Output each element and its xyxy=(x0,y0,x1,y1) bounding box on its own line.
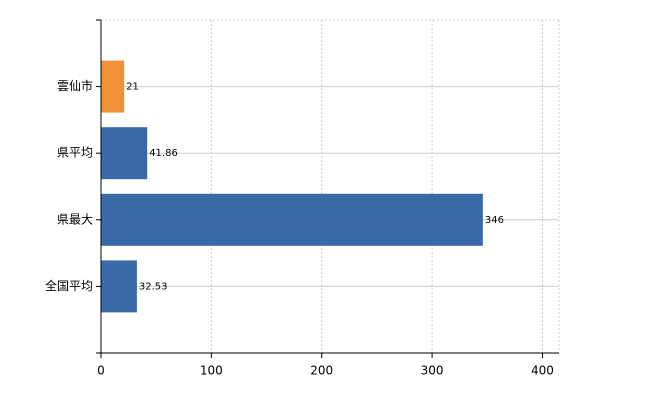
value-label: 21 xyxy=(126,82,139,93)
x-tick-label: 400 xyxy=(531,364,554,378)
bar xyxy=(101,60,125,113)
value-label: 41.86 xyxy=(149,148,178,159)
bar xyxy=(101,260,137,313)
value-label: 346 xyxy=(485,215,504,226)
value-label: 32.53 xyxy=(139,281,168,292)
y-tick-label: 県最大 xyxy=(57,212,93,226)
x-tick-label: 300 xyxy=(421,364,444,378)
x-tick-label: 0 xyxy=(97,364,105,378)
x-tick-label: 200 xyxy=(310,364,333,378)
x-tick-label: 100 xyxy=(200,364,223,378)
bar xyxy=(101,193,483,246)
y-tick-label: 県平均 xyxy=(57,146,93,160)
y-tick-label: 雲仙市 xyxy=(57,78,93,93)
bar xyxy=(101,127,148,180)
y-tick-label: 全国平均 xyxy=(45,278,93,293)
